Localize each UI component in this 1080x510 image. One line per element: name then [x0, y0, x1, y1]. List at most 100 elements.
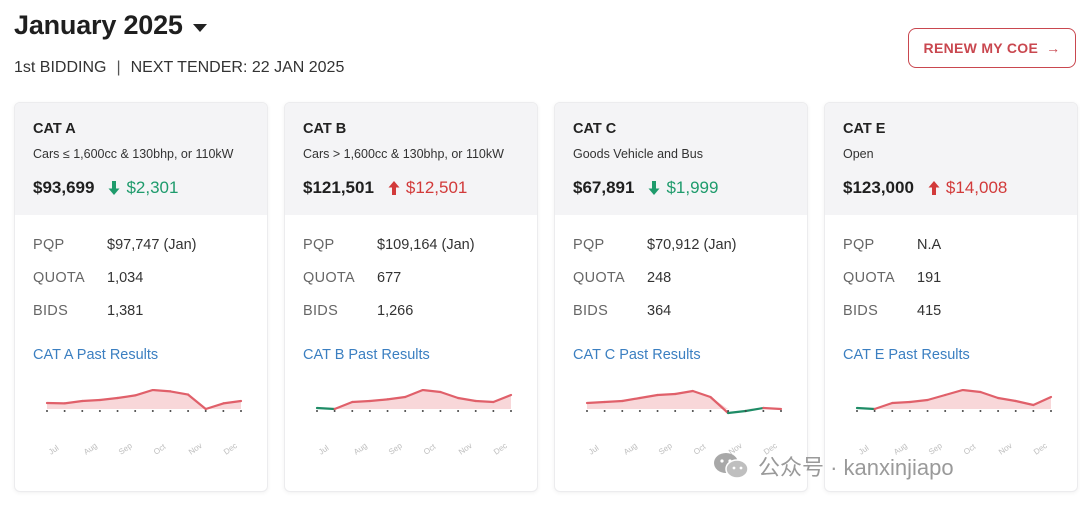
month-selector[interactable]: January 2025	[14, 10, 344, 41]
change-amount: $14,008	[945, 178, 1008, 197]
baseline-dot	[316, 410, 318, 412]
baseline-dot	[333, 410, 336, 412]
card-cat-c: CAT C Goods Vehicle and Bus $67,891 $1,9…	[554, 102, 808, 492]
baseline-dot	[63, 410, 66, 412]
past-results-link[interactable]: CAT E Past Results	[843, 347, 970, 363]
trend-segment	[944, 389, 964, 397]
stats: PQP $109,164 (Jan) QUOTA 677 BIDS 1,266	[285, 215, 537, 336]
trend-segment	[456, 396, 477, 403]
trend-segment	[585, 400, 606, 405]
trend-segment	[81, 398, 102, 403]
trend-segment	[204, 402, 225, 411]
stat-label: QUOTA	[573, 270, 625, 286]
stat-quota: QUOTA 677	[303, 270, 519, 303]
month-tick-label: Aug	[352, 441, 369, 457]
month-tick-label: Sep	[117, 441, 134, 457]
trend-segment	[873, 401, 894, 411]
month-tick-label: Dec	[492, 441, 509, 457]
stat-bids: BIDS 1,266	[303, 303, 519, 336]
baseline-dot	[187, 410, 190, 412]
stat-label: BIDS	[303, 303, 339, 319]
baseline-dot	[856, 410, 858, 412]
trend-segment	[638, 393, 659, 400]
baseline-dot	[421, 410, 424, 412]
stat-label: QUOTA	[33, 270, 85, 286]
next-tender: NEXT TENDER: 22 JAN 2025	[130, 59, 345, 76]
baseline-dot	[961, 410, 964, 412]
stat-label: PQP	[303, 237, 335, 253]
baseline-dot	[709, 410, 712, 412]
trend-segment	[709, 395, 730, 415]
stat-label: BIDS	[33, 303, 69, 319]
trend-segment	[656, 392, 677, 397]
stat-bids: BIDS 364	[573, 303, 789, 336]
category-name: CAT B	[303, 121, 347, 137]
arrow-down-icon	[648, 181, 660, 195]
past-results-link[interactable]: CAT C Past Results	[573, 347, 701, 363]
trend-segment	[474, 399, 495, 404]
baseline-dot	[81, 410, 84, 412]
stat-quota: QUOTA 1,034	[33, 270, 249, 303]
separator: |	[116, 59, 121, 76]
change-amount: $1,999	[666, 178, 719, 197]
stat-value: 1,034	[107, 270, 144, 286]
trend-segment	[691, 389, 712, 399]
baseline-dot	[169, 410, 172, 412]
baseline-dot	[908, 410, 911, 412]
trend-segment	[351, 399, 372, 404]
stat-value: 364	[647, 303, 672, 319]
category-name: CAT E	[843, 121, 886, 137]
trend-segment	[315, 406, 336, 411]
month-tick-label: Sep	[657, 441, 674, 457]
arrow-down-icon	[108, 181, 120, 195]
trend-sparkline: Jul Aug Sep Oct Nov Dec	[585, 389, 783, 457]
month-tick-label: Jul	[587, 443, 601, 456]
trend-area	[587, 391, 781, 409]
baseline-dot	[780, 410, 782, 412]
bidding-round: 1st BIDDING	[14, 59, 107, 76]
baseline-dot	[691, 410, 694, 412]
stat-pqp: PQP $109,164 (Jan)	[303, 237, 519, 270]
card-cat-a: CAT A Cars ≤ 1,600cc & 130bhp, or 110kW …	[14, 102, 268, 492]
trend-segment	[908, 398, 929, 404]
trend-segment	[98, 396, 119, 402]
trend-segment	[891, 400, 912, 405]
baseline-dot	[134, 410, 137, 412]
bidding-info: 1st BIDDING | NEXT TENDER: 22 JAN 2025	[14, 59, 344, 77]
baseline-dot	[621, 410, 624, 412]
change-amount: $2,301	[126, 178, 179, 197]
trend-segment	[492, 393, 513, 404]
trend-segment	[726, 409, 747, 415]
baseline-dot	[368, 410, 371, 412]
trend-sparkline: Jul Aug Sep Oct Nov Dec	[855, 389, 1053, 457]
baseline-dot	[510, 410, 512, 412]
baseline-dot	[474, 410, 477, 412]
quota-premium: $121,501	[303, 178, 374, 197]
baseline-dot	[404, 410, 407, 412]
stat-pqp: PQP N.A	[843, 237, 1059, 270]
baseline-dot	[1032, 410, 1035, 412]
baseline-dot	[979, 410, 982, 412]
month-tick-label: Oct	[152, 442, 168, 457]
past-results-link[interactable]: CAT B Past Results	[303, 347, 430, 363]
premium-change: $1,999	[648, 178, 718, 198]
past-results-link[interactable]: CAT A Past Results	[33, 347, 159, 363]
month-tick-label: Jul	[317, 443, 331, 456]
arrow-right-icon: →	[1046, 40, 1061, 56]
baseline-dot	[222, 410, 225, 412]
baseline-dot	[457, 410, 460, 412]
baseline-dot	[762, 410, 765, 412]
stats: PQP $97,747 (Jan) QUOTA 1,034 BIDS 1,381	[15, 215, 267, 336]
baseline-dot	[492, 410, 495, 412]
trend-segment	[439, 390, 460, 400]
stat-value: 191	[917, 270, 942, 286]
baseline-dot	[891, 410, 894, 412]
trend-segment	[404, 389, 424, 399]
quota-premium: $93,699	[33, 178, 95, 197]
caret-down-icon[interactable]	[192, 23, 207, 32]
page-header: January 2025 1st BIDDING | NEXT TENDER: …	[14, 10, 344, 77]
renew-coe-button[interactable]: RENEW MY COE →	[908, 28, 1076, 68]
stat-pqp: PQP $70,912 (Jan)	[573, 237, 789, 270]
baseline-dot	[674, 410, 677, 412]
month-tick-label: Oct	[422, 442, 438, 457]
